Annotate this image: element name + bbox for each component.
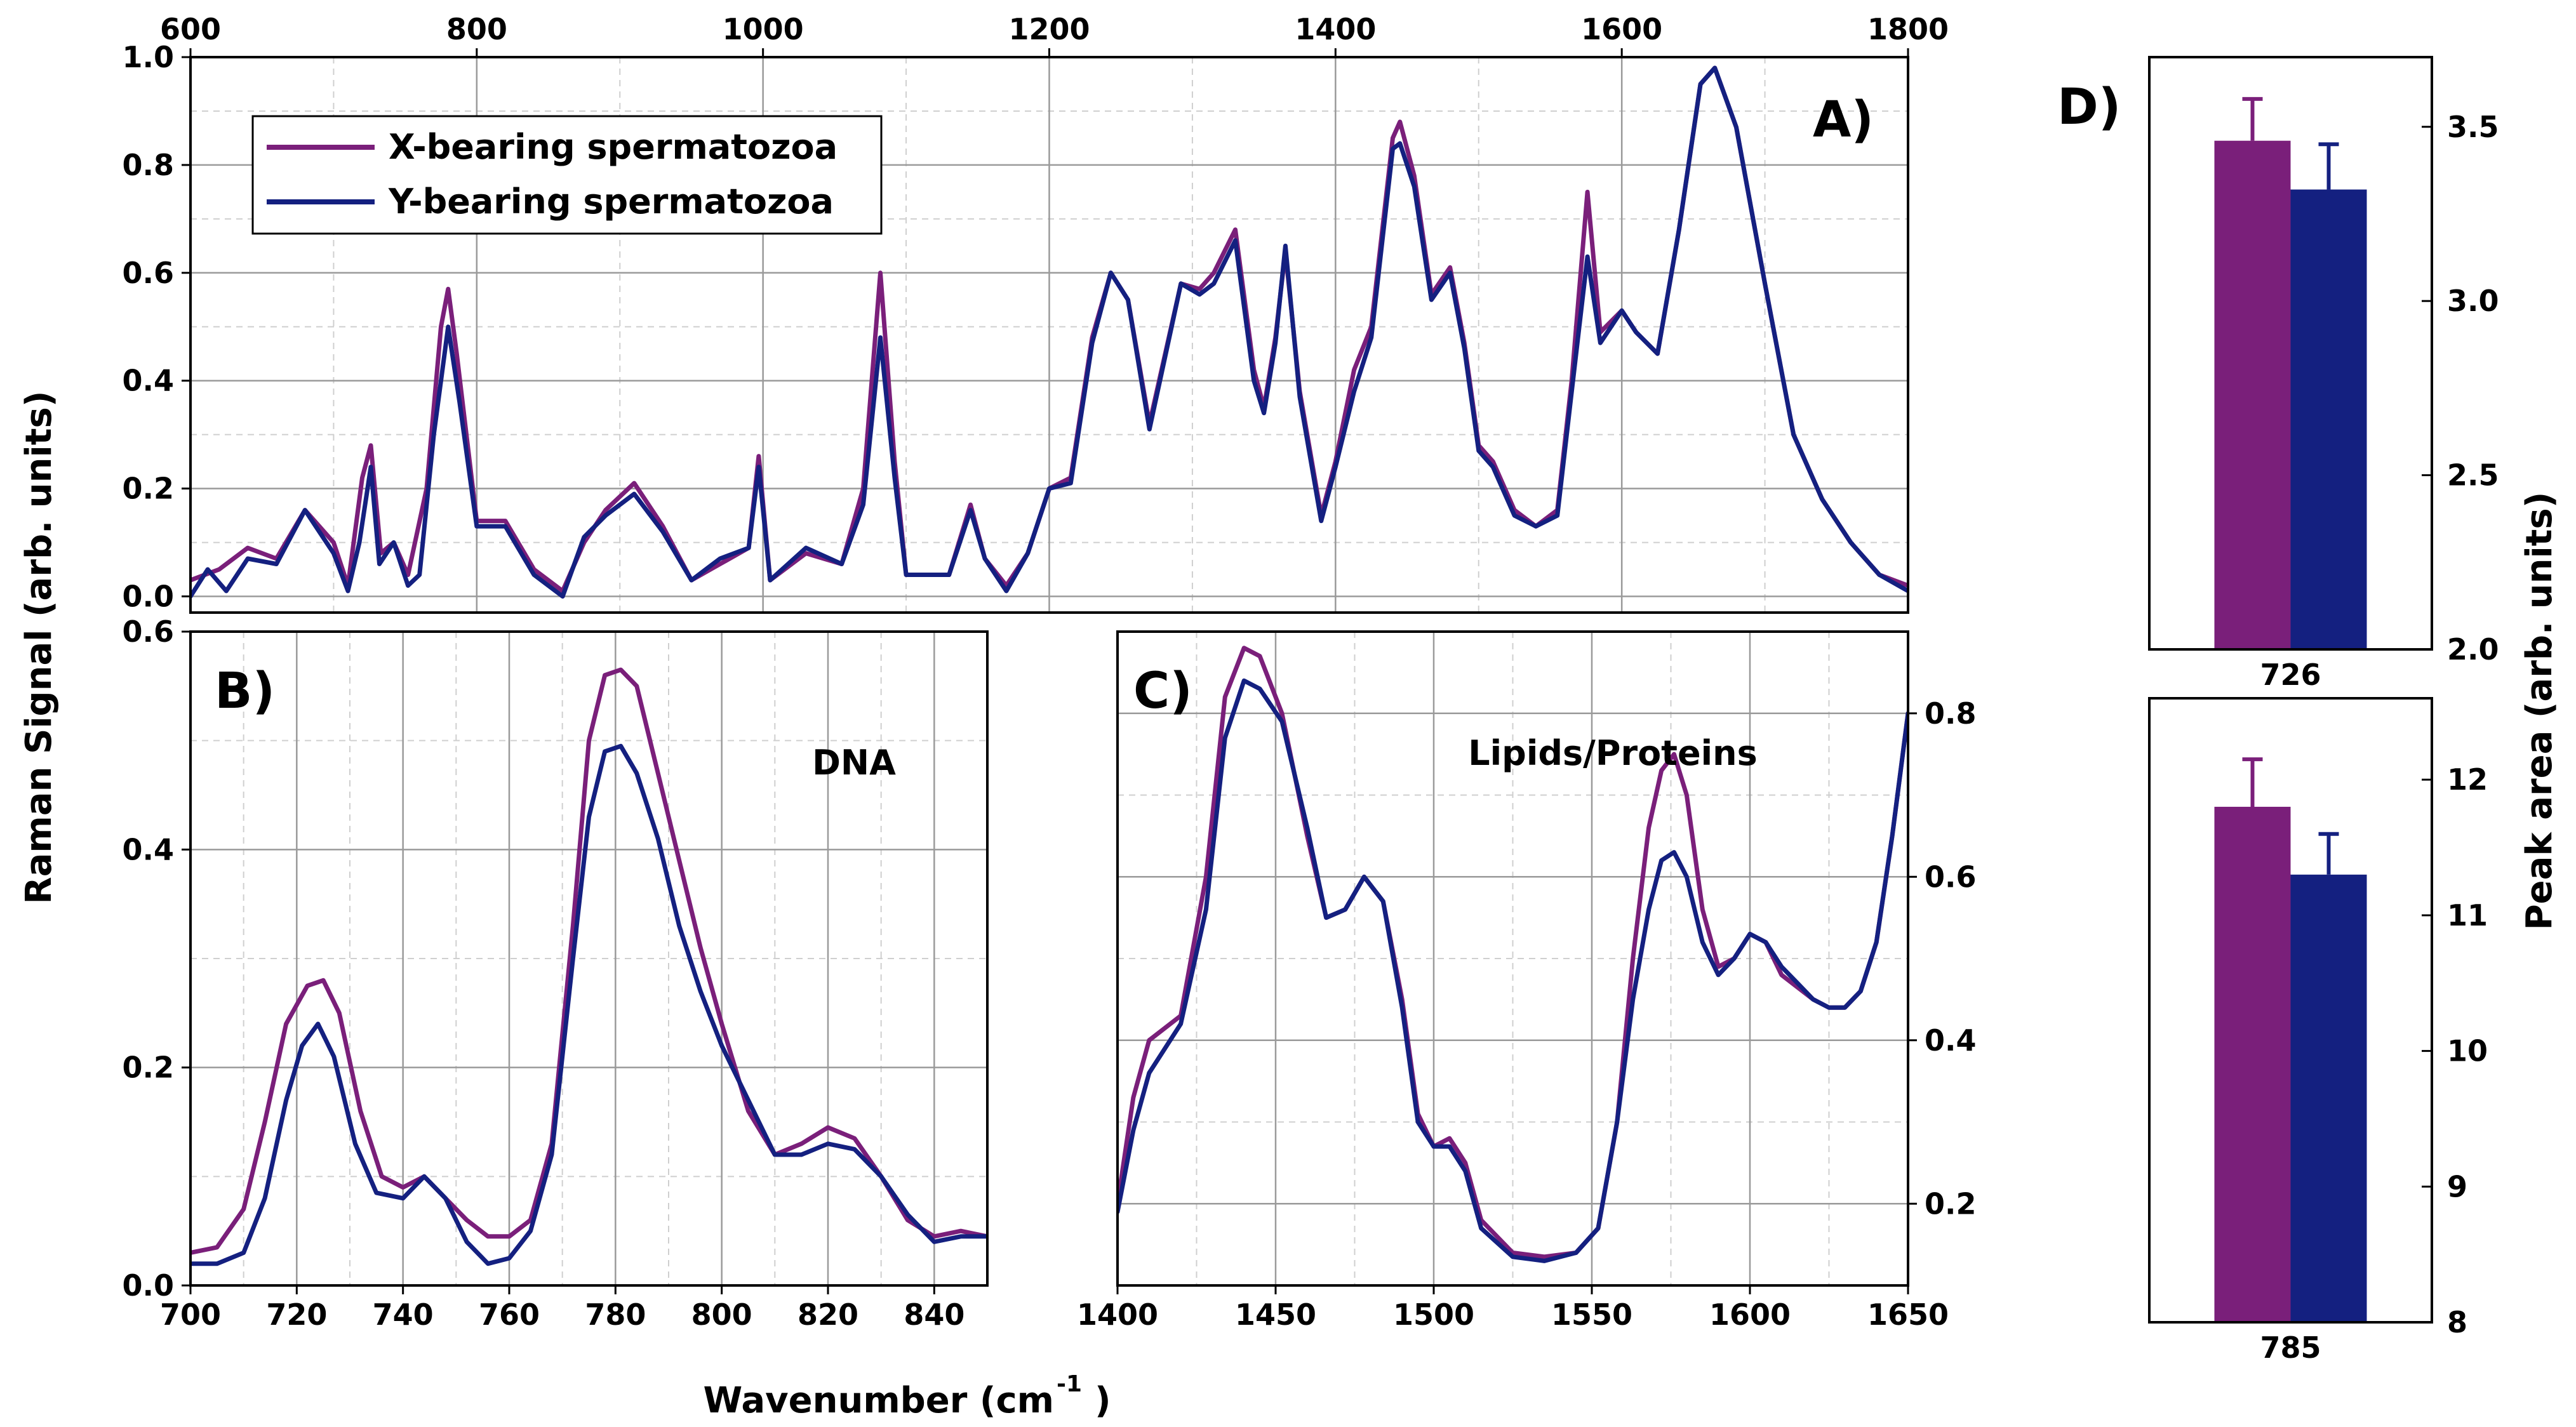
x-tick-label: 820 bbox=[797, 1298, 858, 1332]
y-tick-label: 1.0 bbox=[123, 40, 175, 74]
x-axis-title-superscript: -1 bbox=[1057, 1371, 1082, 1397]
plot-frame bbox=[2148, 697, 2433, 1324]
bar-x-bearing bbox=[2214, 140, 2291, 649]
x-tick-label: 700 bbox=[160, 1298, 221, 1332]
bar-y-bearing bbox=[2290, 189, 2367, 649]
x-tick-label: 1000 bbox=[723, 12, 804, 46]
y-tick-label: 0.2 bbox=[1925, 1186, 1977, 1221]
x-tick-label: 800 bbox=[691, 1298, 752, 1332]
x-tick-label: 1800 bbox=[1867, 12, 1949, 46]
series-line-y-bearing bbox=[190, 65, 1908, 599]
y-axis-title-peak-area: Peak area (arb. units) bbox=[2519, 492, 2560, 931]
panel-label: D) bbox=[2057, 79, 2121, 136]
y-tick-label: 0.8 bbox=[123, 148, 175, 182]
bar-category-label: 785 bbox=[2260, 1331, 2321, 1365]
y-tick-label: 11 bbox=[2447, 898, 2488, 933]
y-tick-label: 0.0 bbox=[123, 1268, 175, 1303]
plot-frame bbox=[189, 630, 989, 1287]
y-tick-label: 12 bbox=[2447, 762, 2488, 797]
panel-d-bar-726: 2.0 2.5 3.0 3.5 726 D) bbox=[2057, 56, 2499, 692]
x-tick-label: 740 bbox=[373, 1298, 434, 1332]
y-tick-label: 9 bbox=[2447, 1169, 2467, 1204]
x-tick-label: 1650 bbox=[1867, 1298, 1949, 1332]
x-tick-label: 1400 bbox=[1295, 12, 1376, 46]
y-tick-label: 0.2 bbox=[123, 472, 175, 506]
bar-x-bearing bbox=[2214, 806, 2291, 1322]
x-tick-label: 760 bbox=[479, 1298, 540, 1332]
y-tick-label: 0.6 bbox=[1925, 860, 1977, 894]
x-tick-label: 1500 bbox=[1393, 1298, 1474, 1332]
y-tick-label: 0.8 bbox=[1925, 696, 1977, 731]
legend-label-y-bearing: Y-bearing spermatozoa bbox=[388, 182, 834, 222]
legend-label-x-bearing: X-bearing spermatozoa bbox=[389, 127, 838, 167]
y-tick-label: 0.2 bbox=[123, 1051, 175, 1085]
x-axis-title-wavenumber: Wavenumber (cm bbox=[704, 1380, 1054, 1421]
series-line-y-bearing bbox=[190, 743, 987, 1266]
x-tick-label: 1200 bbox=[1008, 12, 1090, 46]
panel-d-bar-785: 8 9 10 11 12 785 bbox=[2148, 697, 2488, 1365]
y-tick-label: 8 bbox=[2447, 1305, 2467, 1339]
y-tick-label: 0.6 bbox=[123, 256, 175, 290]
panel-label: B) bbox=[215, 663, 275, 720]
y-tick-label: 0.4 bbox=[123, 832, 175, 866]
y-tick-label: 0.0 bbox=[123, 580, 175, 614]
legend-box bbox=[251, 115, 883, 235]
panel-annotation: DNA bbox=[812, 743, 896, 783]
y-tick-label: 0.4 bbox=[1925, 1023, 1977, 1058]
series-line-y-bearing bbox=[1118, 678, 1908, 1263]
x-tick-label: 1600 bbox=[1581, 12, 1662, 46]
plot-frame bbox=[2148, 56, 2433, 651]
x-tick-label: 720 bbox=[266, 1298, 327, 1332]
panel-label: C) bbox=[1133, 663, 1192, 720]
y-tick-label: 2.0 bbox=[2447, 632, 2499, 667]
y-axis-title-raman-signal: Raman Signal (arb. units) bbox=[18, 391, 60, 905]
x-tick-label: 840 bbox=[904, 1298, 964, 1332]
legend: X-bearing spermatozoa Y-bearing spermato… bbox=[251, 115, 883, 235]
panel-c-lipids-proteins-zoom: 1400 1450 1500 1550 1600 1650 0.2 0.4 0.6 0.8 C) Li… bbox=[1077, 630, 1977, 1332]
x-tick-label: 1550 bbox=[1551, 1298, 1632, 1332]
series-line-x-bearing bbox=[190, 667, 987, 1255]
y-tick-label: 0.4 bbox=[123, 364, 175, 398]
panel-annotation: Lipids/Proteins bbox=[1468, 733, 1757, 773]
y-tick-label: 0.6 bbox=[123, 614, 175, 649]
x-axis-title-close-paren: ) bbox=[1095, 1380, 1111, 1421]
plot-frame bbox=[189, 56, 1909, 614]
x-tick-label: 780 bbox=[585, 1298, 646, 1332]
bar-y-bearing bbox=[2290, 874, 2367, 1322]
x-tick-label: 800 bbox=[446, 12, 507, 46]
y-tick-label: 2.5 bbox=[2447, 458, 2499, 493]
x-tick-label: 600 bbox=[160, 12, 221, 46]
plot-frame bbox=[1116, 630, 1909, 1287]
y-tick-label: 3.0 bbox=[2447, 284, 2499, 318]
y-tick-label: 10 bbox=[2447, 1034, 2488, 1068]
panel-a-spectrum: 600 800 1000 1200 1400 1600 1800 0.0 0.2 0.4 0.6 0.… bbox=[123, 12, 1949, 614]
x-tick-label: 1450 bbox=[1235, 1298, 1316, 1332]
x-tick-label: 1600 bbox=[1709, 1298, 1791, 1332]
panel-label: A) bbox=[1813, 91, 1874, 149]
panel-b-dna-zoom: 700 720 740 760 780 800 820 840 0.0 0.2 0.4 0.6 B) DN… bbox=[123, 614, 989, 1332]
bar-category-label: 726 bbox=[2260, 658, 2321, 692]
y-tick-label: 3.5 bbox=[2447, 110, 2499, 144]
x-tick-label: 1400 bbox=[1077, 1298, 1158, 1332]
